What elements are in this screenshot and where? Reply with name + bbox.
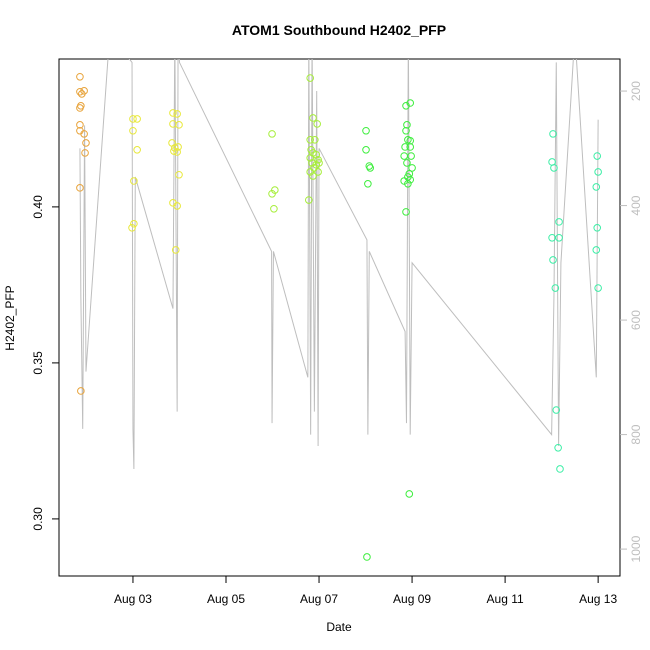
point (362, 145, 370, 154)
y-tick-label: 0.30 (31, 507, 45, 531)
point (403, 159, 411, 167)
x-tick-label: Aug 05 (207, 592, 245, 606)
point (555, 233, 563, 242)
point (76, 184, 84, 192)
point (76, 104, 84, 112)
point (312, 150, 321, 159)
point (130, 219, 138, 228)
point (363, 553, 371, 561)
point (314, 168, 322, 176)
point (592, 183, 601, 191)
point (549, 256, 557, 264)
point (81, 149, 89, 157)
point (306, 136, 314, 144)
point (315, 159, 323, 167)
y2-tick-label: 200 (629, 81, 643, 101)
point (306, 154, 314, 162)
point (402, 208, 410, 216)
point (594, 168, 602, 176)
point (270, 204, 278, 213)
point (173, 148, 181, 156)
point (407, 152, 415, 160)
point (169, 109, 177, 117)
point (403, 121, 411, 129)
point (173, 202, 181, 210)
y-tick-label: 0.40 (31, 195, 45, 219)
point (592, 246, 601, 254)
point (362, 126, 370, 135)
x-tick-label: Aug 09 (393, 592, 431, 606)
point (550, 164, 558, 172)
point (133, 145, 141, 154)
point (593, 152, 602, 160)
point (313, 120, 321, 128)
point (551, 284, 560, 292)
point (175, 170, 183, 179)
point (406, 175, 415, 184)
point (309, 114, 317, 122)
chart-title: ATOM1 Southbound H2402_PFP (232, 22, 446, 38)
point (129, 126, 137, 135)
point (76, 87, 84, 96)
point (594, 284, 602, 292)
point (314, 155, 322, 164)
x-axis-label: Date (326, 620, 352, 634)
point (405, 490, 414, 498)
x-tick-label: Aug 07 (300, 592, 338, 606)
point (366, 164, 375, 172)
point (170, 147, 178, 155)
point (554, 443, 562, 452)
point (77, 387, 85, 395)
point (76, 72, 84, 81)
point (593, 223, 602, 232)
x-tick-label: Aug 03 (114, 592, 152, 606)
point (406, 143, 415, 151)
plot-frame (58, 58, 621, 577)
point (555, 218, 563, 226)
point (268, 130, 276, 138)
point (82, 139, 90, 147)
point (404, 180, 412, 188)
point (174, 143, 182, 151)
point (130, 177, 138, 185)
plot-area (76, 59, 602, 561)
point (171, 144, 179, 152)
point (401, 143, 409, 151)
point (129, 115, 137, 123)
point (311, 136, 319, 144)
point (556, 465, 564, 473)
point (406, 99, 415, 107)
point (304, 196, 313, 204)
x-tick-label: Aug 11 (487, 592, 524, 606)
point (268, 189, 276, 198)
y-tick-label: 0.35 (31, 351, 45, 375)
point (128, 223, 136, 232)
y2-tick-label: 800 (629, 424, 643, 444)
point (80, 130, 88, 138)
x-tick-label: Aug 13 (579, 592, 617, 606)
point (133, 115, 141, 123)
point (306, 74, 314, 82)
y2-tick-label: 600 (629, 310, 643, 330)
point (309, 172, 317, 180)
point (408, 164, 416, 172)
point (364, 180, 372, 188)
point (76, 121, 84, 129)
line (79, 59, 599, 469)
point (402, 126, 410, 135)
y-axis-label: H2402_PFP (3, 285, 17, 350)
y2-tick-label: 400 (629, 195, 643, 215)
point (175, 121, 183, 129)
point (549, 130, 557, 138)
point (552, 406, 561, 414)
point (173, 110, 181, 118)
y2-tick-label: 1000 (629, 535, 643, 562)
point (171, 246, 180, 254)
point (80, 87, 88, 95)
